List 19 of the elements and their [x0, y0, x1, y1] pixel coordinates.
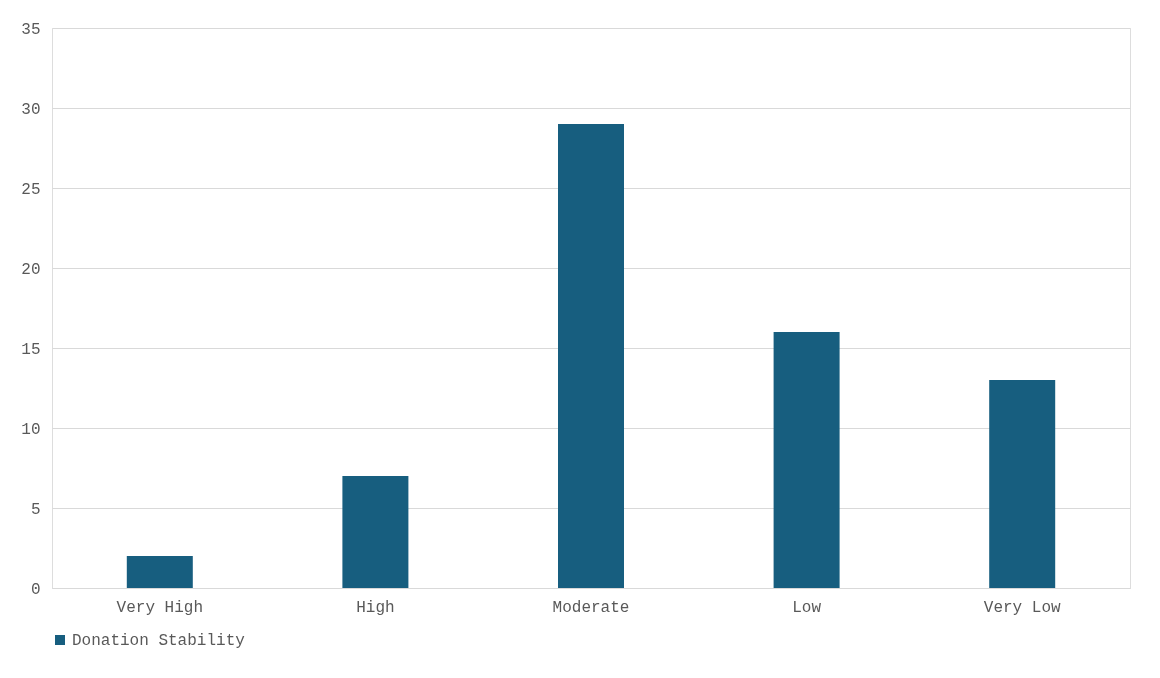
x-tick-label: Moderate — [552, 598, 630, 617]
y-tick-label: 15 — [21, 340, 41, 359]
y-tick-label: 10 — [21, 420, 41, 439]
y-tick-label: 35 — [21, 20, 41, 39]
x-tick-label: Very High — [116, 598, 204, 617]
x-tick-label: High — [356, 598, 395, 617]
bar — [342, 476, 409, 588]
y-tick-label: 5 — [30, 500, 41, 519]
y-tick-label: 20 — [21, 260, 41, 279]
x-tick-label: Low — [792, 598, 822, 617]
bar — [558, 124, 624, 588]
y-tick-label: 0 — [30, 580, 41, 599]
bar — [126, 556, 193, 588]
x-tick-label: Very Low — [983, 598, 1061, 617]
bar — [773, 332, 840, 588]
y-tick-label: 30 — [21, 100, 41, 119]
legend-label: Donation Stability — [72, 632, 246, 650]
y-tick-label: 25 — [21, 180, 41, 199]
bar — [989, 380, 1056, 588]
